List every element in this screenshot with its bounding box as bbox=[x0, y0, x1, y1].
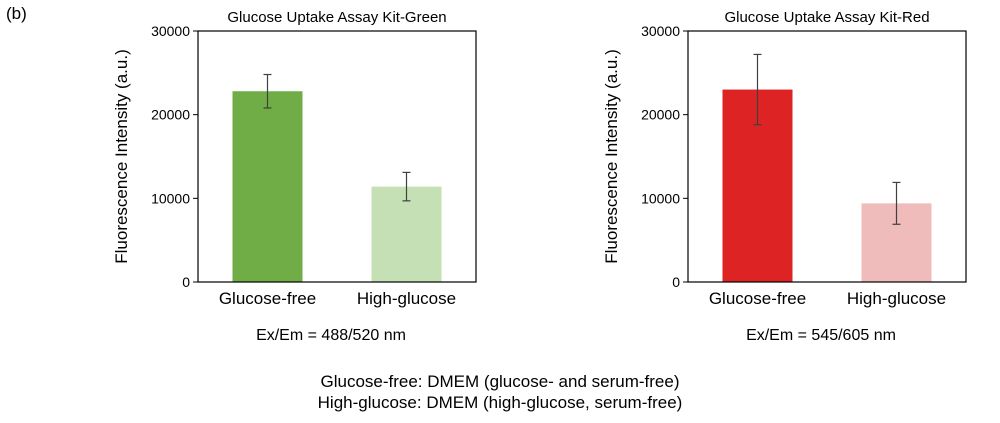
y-tick-label: 20000 bbox=[151, 107, 190, 123]
y-tick-label: 0 bbox=[182, 274, 190, 290]
chart-red: Glucose Uptake Assay Kit-Red Fluorescence… bbox=[602, 9, 967, 344]
plot-frame bbox=[197, 30, 477, 283]
y-tick-label: 10000 bbox=[641, 190, 680, 206]
chart-title: Glucose Uptake Assay Kit-Green bbox=[227, 9, 446, 26]
bar-glucose-free bbox=[232, 91, 303, 283]
y-axis-label: Fluorescence Intensity (a.u.) bbox=[112, 49, 131, 263]
x-category-label: Glucose-free bbox=[219, 289, 316, 308]
chart-caption: Ex/Em = 488/520 nm bbox=[256, 327, 406, 344]
chart-green: Glucose Uptake Assay Kit-Green Fluorescen… bbox=[112, 9, 477, 344]
y-tick-label: 30000 bbox=[151, 23, 190, 39]
y-tick-label: 0 bbox=[672, 274, 680, 290]
x-category-label: Glucose-free bbox=[709, 289, 806, 308]
chart-caption: Ex/Em = 545/605 nm bbox=[746, 327, 896, 344]
chart-title: Glucose Uptake Assay Kit-Red bbox=[724, 9, 929, 26]
y-tick-label: 30000 bbox=[641, 23, 680, 39]
footnote-glucose-free: Glucose-free: DMEM (glucose- and serum-f… bbox=[320, 372, 680, 391]
y-tick-label: 20000 bbox=[641, 107, 680, 123]
footnote-high-glucose: High-glucose: DMEM (high-glucose, serum-… bbox=[317, 393, 683, 412]
bar-high-glucose bbox=[371, 186, 442, 282]
x-category-label: High-glucose bbox=[357, 289, 456, 308]
plot-frame bbox=[687, 30, 967, 283]
panel-label: (b) bbox=[6, 4, 27, 23]
y-axis-label: Fluorescence Intensity (a.u.) bbox=[602, 49, 621, 263]
x-category-label: High-glucose bbox=[847, 289, 946, 308]
y-tick-label: 10000 bbox=[151, 190, 190, 206]
